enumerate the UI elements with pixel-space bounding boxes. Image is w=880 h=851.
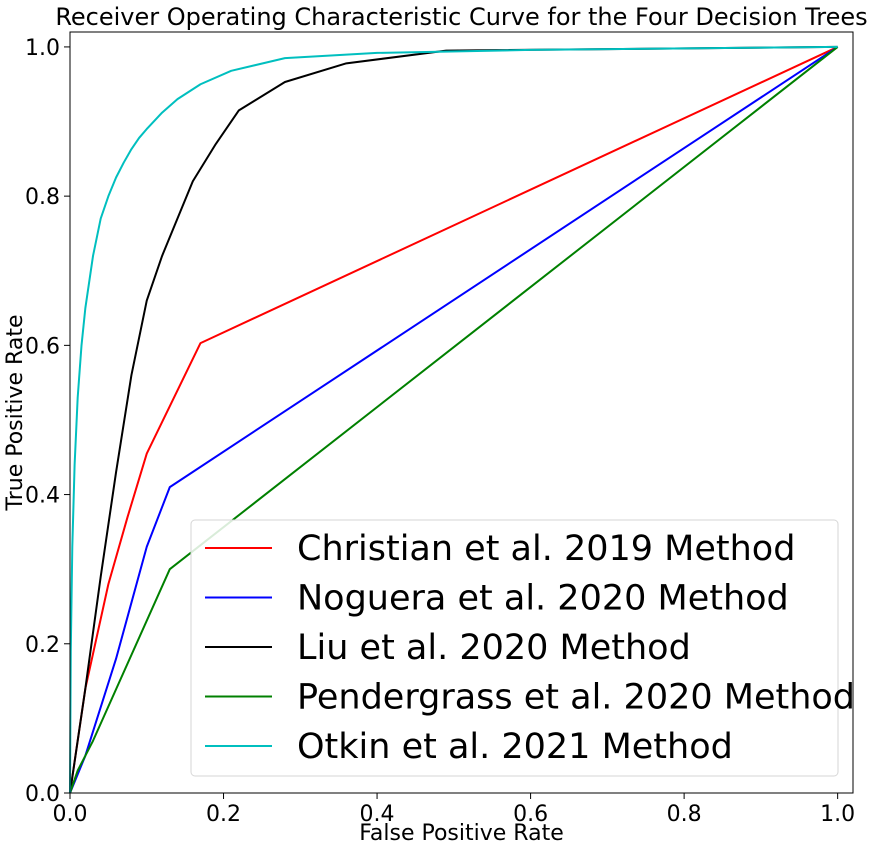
series-line-3	[69, 45, 838, 794]
plot-frame	[69, 31, 854, 794]
y-tick-label: 1.0	[25, 36, 60, 61]
x-tick-label: 0.0	[53, 802, 88, 827]
legend-entry-label: Noguera et al. 2020 Method	[297, 579, 789, 619]
x-tick-label: 0.6	[513, 802, 548, 827]
legend-entry-label: Liu et al. 2020 Method	[297, 628, 691, 668]
y-tick-label: 0.6	[25, 334, 60, 359]
chart-title: Receiver Operating Characteristic Curve …	[55, 3, 867, 31]
x-tick-label: 0.2	[206, 802, 241, 827]
x-tick-label: 0.8	[667, 802, 702, 827]
legend-box	[190, 519, 839, 777]
x-tick-label: 1.0	[820, 802, 855, 827]
series-line-5	[69, 45, 838, 794]
legend-entry-label: Christian et al. 2019 Method	[297, 529, 795, 569]
y-tick-label: 0.8	[25, 185, 60, 210]
y-axis-label: True Positive Rate	[3, 315, 28, 512]
legend-entry-label: Otkin et al. 2021 Method	[297, 727, 733, 767]
legend-entry-label: Pendergrass et al. 2020 Method	[297, 678, 855, 718]
x-axis-label: False Positive Rate	[359, 821, 563, 846]
plot-area	[69, 45, 839, 794]
legend: Christian et al. 2019 Method Noguera et a…	[190, 519, 855, 777]
x-tick-label: 0.4	[360, 802, 395, 827]
axis-ticks: 0.0 0.2 0.4 0.6 0.8 1.0 0.0 0.2 0.4 0.6 0.8 1.0	[25, 36, 855, 827]
y-tick-label: 0.4	[25, 484, 60, 509]
y-tick-label: 0.2	[25, 633, 60, 658]
series-line-4	[69, 46, 839, 794]
y-tick-label: 0.0	[25, 782, 60, 807]
